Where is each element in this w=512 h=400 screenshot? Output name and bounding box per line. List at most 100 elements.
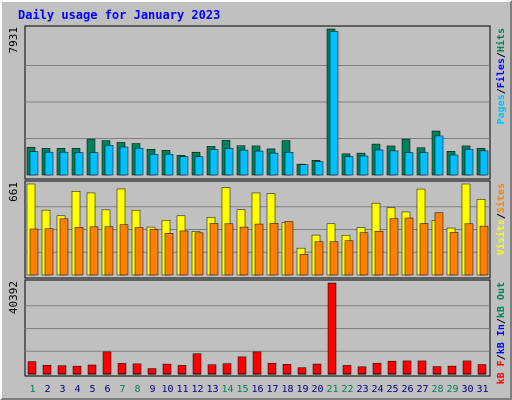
- bar-kb-f: [252, 351, 262, 375]
- bar-kb-f: [477, 364, 487, 375]
- bar-sites: [359, 232, 369, 276]
- bar-files: [359, 155, 369, 176]
- x-tick-label: 23: [356, 384, 368, 395]
- bar-files: [29, 151, 39, 176]
- x-tick-label: 27: [416, 384, 428, 395]
- bar-sites: [104, 226, 114, 276]
- bar-sites: [89, 226, 99, 276]
- x-tick-label: 20: [311, 384, 323, 395]
- bar-kb-f: [207, 364, 217, 375]
- bar-sites: [179, 230, 189, 276]
- bar-files: [404, 152, 414, 176]
- x-tick-label: 8: [134, 384, 140, 395]
- bar-kb-f: [87, 364, 97, 375]
- bar-files: [134, 148, 144, 176]
- bar-sites: [374, 230, 384, 276]
- bar-files: [344, 156, 354, 176]
- bar-sites: [29, 228, 39, 276]
- bar-kb-f: [237, 356, 247, 375]
- bar-kb-f: [402, 360, 412, 375]
- bar-kb-f: [57, 365, 67, 375]
- bar-kb-f: [42, 364, 52, 375]
- bar-sites: [149, 229, 159, 276]
- x-tick-label: 12: [191, 384, 203, 395]
- x-tick-label: 10: [161, 384, 173, 395]
- bar-files: [119, 146, 129, 176]
- x-tick-label: 19: [296, 384, 308, 395]
- x-tick-label: 1: [29, 384, 35, 395]
- bar-kb-f: [297, 367, 307, 375]
- bar-sites: [329, 241, 339, 276]
- bar-files: [149, 154, 159, 176]
- bar-sites: [59, 218, 69, 276]
- bar-kb-f: [357, 366, 367, 375]
- bar-sites: [299, 254, 309, 276]
- x-tick-label: 21: [326, 384, 338, 395]
- bar-sites: [464, 223, 474, 276]
- x-tick-label: 4: [74, 384, 80, 395]
- bar-kb-f: [147, 368, 157, 375]
- bar-kb-f: [387, 360, 397, 375]
- bar-kb-f: [222, 363, 232, 375]
- bar-files: [74, 152, 84, 176]
- bar-files: [224, 148, 234, 176]
- bar-kb-f: [417, 360, 427, 375]
- bar-kb-f: [462, 360, 472, 375]
- x-tick-label: 6: [104, 384, 110, 395]
- bar-kb-f: [72, 365, 82, 375]
- x-tick-label: 30: [461, 384, 473, 395]
- bar-files: [104, 145, 114, 176]
- x-tick-label: 13: [206, 384, 218, 395]
- x-tick-label: 18: [281, 384, 293, 395]
- bar-files: [209, 149, 219, 176]
- bar-sites: [419, 223, 429, 276]
- bar-kb-f: [102, 351, 112, 375]
- bar-files: [239, 149, 249, 176]
- bar-files: [374, 149, 384, 176]
- bar-files: [479, 150, 489, 176]
- bar-sites: [224, 223, 234, 276]
- series-key-label: Pages/Files/Hits: [495, 28, 507, 124]
- bar-sites: [389, 218, 399, 276]
- bar-files: [44, 151, 54, 176]
- x-tick-label: 11: [176, 384, 188, 395]
- series-key-label: Visits/Sites: [495, 183, 507, 255]
- bar-sites: [164, 233, 174, 276]
- y-max-label: 40392: [7, 281, 20, 314]
- bar-kb-f: [27, 361, 37, 375]
- x-tick-label: 25: [386, 384, 398, 395]
- bar-files: [89, 152, 99, 176]
- bar-sites: [74, 227, 84, 276]
- bar-sites: [44, 228, 54, 276]
- bar-files: [464, 149, 474, 176]
- bar-files: [299, 164, 309, 176]
- bar-sites: [269, 223, 279, 276]
- bar-kb-f: [432, 366, 442, 375]
- bar-kb-f: [327, 282, 337, 375]
- bar-kb-f: [117, 363, 127, 375]
- x-tick-label: 5: [89, 384, 95, 395]
- bar-sites: [404, 217, 414, 276]
- x-tick-label: 14: [221, 384, 233, 395]
- x-tick-label: 2: [44, 384, 50, 395]
- bar-files: [164, 153, 174, 176]
- x-tick-label: 28: [431, 384, 443, 395]
- bar-sites: [314, 241, 324, 276]
- y-max-label: 7931: [7, 27, 20, 54]
- x-tick-label: 15: [236, 384, 248, 395]
- bar-sites: [434, 212, 444, 276]
- bar-files: [269, 152, 279, 176]
- bar-sites: [209, 223, 219, 276]
- bar-sites: [344, 240, 354, 276]
- bar-files: [194, 156, 204, 176]
- bar-files: [419, 152, 429, 176]
- bar-kb-f: [372, 362, 382, 375]
- bar-kb-f: [162, 363, 172, 375]
- bar-sites: [449, 232, 459, 276]
- x-tick-label: 7: [119, 384, 125, 395]
- bar-kb-f: [192, 353, 202, 375]
- bar-kb-f: [267, 362, 277, 375]
- bar-files: [434, 135, 444, 176]
- y-max-label: 661: [7, 182, 20, 202]
